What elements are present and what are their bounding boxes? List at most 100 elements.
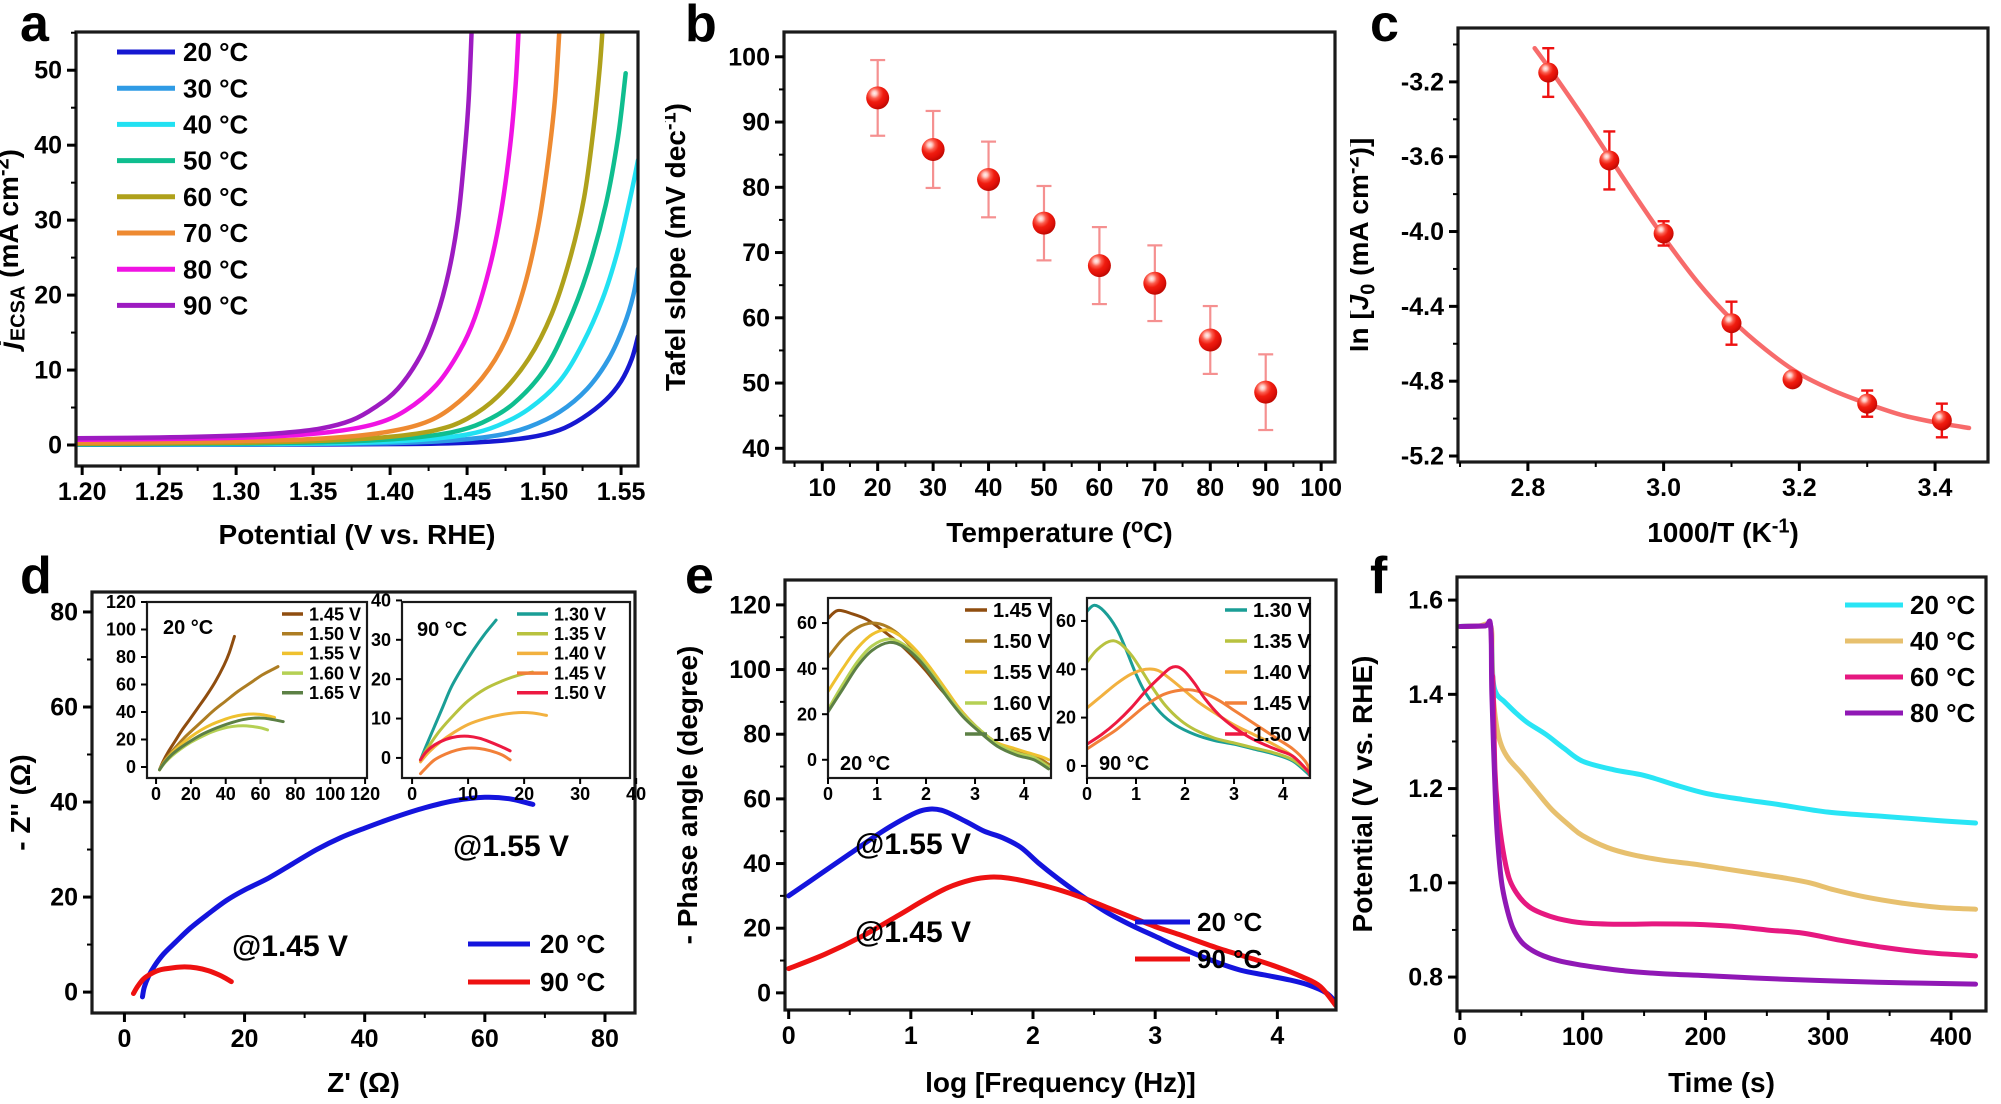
svg-text:10: 10 — [458, 784, 478, 804]
svg-text:0: 0 — [823, 784, 833, 804]
series-90-c — [76, 32, 474, 441]
legend-label-1-50-v: 1.50 V — [309, 624, 361, 644]
series-group — [158, 634, 285, 772]
svg-text:30: 30 — [371, 630, 391, 650]
series-70-c — [76, 32, 562, 446]
series-group — [786, 806, 1336, 1009]
svg-text:0: 0 — [126, 757, 136, 777]
svg-text:80: 80 — [1196, 474, 1224, 502]
series-group — [1457, 618, 1979, 987]
panel-f: f 0 100 200 300 400 0.8 1.0 1.2 1.4 1.6 20 °C 40 °C… — [1350, 547, 2001, 1104]
svg-text:3: 3 — [1229, 784, 1239, 804]
panel-b: b 10 20 30 40 50 60 70 80 90 100 40 50 60 70 80 90 100 Te… — [665, 0, 1350, 552]
svg-text:20: 20 — [34, 282, 62, 310]
legend-label-60-c: 60 °C — [1910, 662, 1976, 692]
svg-text:60: 60 — [116, 675, 136, 695]
svg-text:10: 10 — [808, 474, 836, 502]
plot-border — [826, 596, 1053, 780]
svg-text:80: 80 — [742, 174, 770, 202]
svg-text:1.4: 1.4 — [1408, 681, 1443, 709]
plot-border — [782, 30, 1337, 464]
svg-text:70: 70 — [742, 239, 770, 267]
svg-text:0: 0 — [782, 1022, 796, 1050]
svg-text:120: 120 — [729, 591, 771, 619]
svg-text:20: 20 — [797, 704, 817, 724]
legend-label-90-c: 90 °C — [183, 291, 249, 321]
panel-a: a 1.20 1.25 1.30 1.35 1.40 1.45 1.50 1.55 0 10 20 3… — [0, 0, 665, 552]
svg-text:3.2: 3.2 — [1782, 474, 1817, 502]
svg-text:60: 60 — [471, 1025, 499, 1053]
legend: 1.45 V1.50 V1.55 V1.60 V1.65 V — [282, 604, 361, 703]
y-axis-title: - Z'' (Ω) — [5, 754, 36, 850]
svg-text:0: 0 — [151, 784, 161, 804]
svg-text:60: 60 — [50, 693, 78, 721]
svg-text:-4.8: -4.8 — [1401, 368, 1444, 396]
legend-label-1-65-v: 1.65 V — [309, 683, 361, 703]
chart-area: 2.8 3.0 3.2 3.4 -5.2 -4.8 -4.4 -4.0 -3.6 -3.2 1000… — [1350, 26, 1990, 548]
y-axis-title: Potential (V vs. RHE) — [1350, 656, 1378, 933]
plot-border — [74, 30, 640, 468]
series-1-65-v — [828, 640, 1051, 771]
legend-label-60-c: 60 °C — [183, 182, 249, 212]
data-point — [921, 137, 945, 161]
panel-b-chart: 10 20 30 40 50 60 70 80 90 100 40 50 60 70 80 90 100 Temp… — [665, 30, 1342, 548]
data-point — [1254, 380, 1278, 404]
x-axis-title: Temperature (oC) — [946, 515, 1172, 548]
legend-label-1-45-v: 1.45 V — [1253, 693, 1311, 715]
data-point — [1782, 369, 1803, 390]
svg-text:4: 4 — [1270, 1022, 1284, 1050]
legend-label-1-55-v: 1.55 V — [309, 644, 361, 664]
svg-text:1: 1 — [872, 784, 882, 804]
svg-text:400: 400 — [1930, 1023, 1972, 1051]
inset-temp-label: 90 °C — [1099, 753, 1149, 775]
svg-text:40: 40 — [626, 784, 646, 804]
svg-text:90: 90 — [742, 109, 770, 137]
svg-text:100: 100 — [106, 620, 136, 640]
svg-text:0: 0 — [48, 432, 62, 460]
svg-text:0: 0 — [1066, 756, 1076, 776]
chart-area: 1.20 1.25 1.30 1.35 1.40 1.45 1.50 1.55 0 10 20 30 4… — [0, 30, 646, 550]
panel-e-label: e — [685, 547, 714, 605]
data-point — [1857, 393, 1878, 414]
svg-text:50: 50 — [1030, 474, 1058, 502]
legend-label-90-c: 90 °C — [1197, 944, 1263, 974]
svg-text:300: 300 — [1807, 1023, 1849, 1051]
svg-text:20: 20 — [743, 915, 771, 943]
data-point — [1198, 328, 1222, 352]
annotation-1-45-v: @1.45 V — [855, 916, 971, 949]
data-point — [1143, 271, 1167, 295]
svg-text:20: 20 — [50, 884, 78, 912]
panel-f-chart: 0 100 200 300 400 0.8 1.0 1.2 1.4 1.6 20 °C 40 °C 60… — [1350, 575, 1988, 1098]
svg-text:1.55: 1.55 — [597, 478, 646, 506]
legend: 1.45 V1.50 V1.55 V1.60 V1.65 V — [965, 600, 1051, 746]
legend-label-1-40-v: 1.40 V — [1253, 662, 1311, 684]
svg-text:1.30: 1.30 — [212, 478, 261, 506]
data-point — [1653, 223, 1674, 244]
svg-text:60: 60 — [743, 785, 771, 813]
svg-text:-3.6: -3.6 — [1401, 143, 1444, 171]
svg-text:0: 0 — [117, 1025, 131, 1053]
panel-a-chart: 1.20 1.25 1.30 1.35 1.40 1.45 1.50 1.55 0 10 20 30 4… — [0, 30, 646, 550]
legend: 20 °C 30 °C 40 °C 50 °C 60 °C 70 °C 80 °C 90 °C — [117, 37, 249, 321]
inset-temp-label: 20 °C — [163, 617, 213, 639]
svg-text:40: 40 — [1056, 659, 1076, 679]
svg-text:-5.2: -5.2 — [1401, 443, 1444, 471]
svg-text:20: 20 — [231, 1025, 259, 1053]
series-90-c-1-45v — [786, 874, 1336, 1009]
svg-text:30: 30 — [919, 474, 947, 502]
inset-temp-label: 90 °C — [417, 619, 467, 641]
legend-label-80-c: 80 °C — [1910, 698, 1976, 728]
svg-text:200: 200 — [1685, 1023, 1727, 1051]
series-20-c-1-55v — [786, 806, 1336, 1006]
legend: 20 °C 90 °C — [1135, 907, 1263, 974]
x-axis-title: Time (s) — [1668, 1067, 1775, 1098]
legend: 20 °C 90 °C — [468, 929, 606, 997]
scatter-series — [866, 58, 1278, 432]
series-80-c — [76, 32, 521, 443]
legend-label-1-45-v: 1.45 V — [309, 604, 361, 624]
svg-text:2.8: 2.8 — [1511, 474, 1546, 502]
svg-text:120: 120 — [106, 592, 136, 612]
legend-label-1-30-v: 1.30 V — [1253, 600, 1311, 622]
series-group — [1087, 603, 1310, 778]
svg-text:60: 60 — [797, 613, 817, 633]
